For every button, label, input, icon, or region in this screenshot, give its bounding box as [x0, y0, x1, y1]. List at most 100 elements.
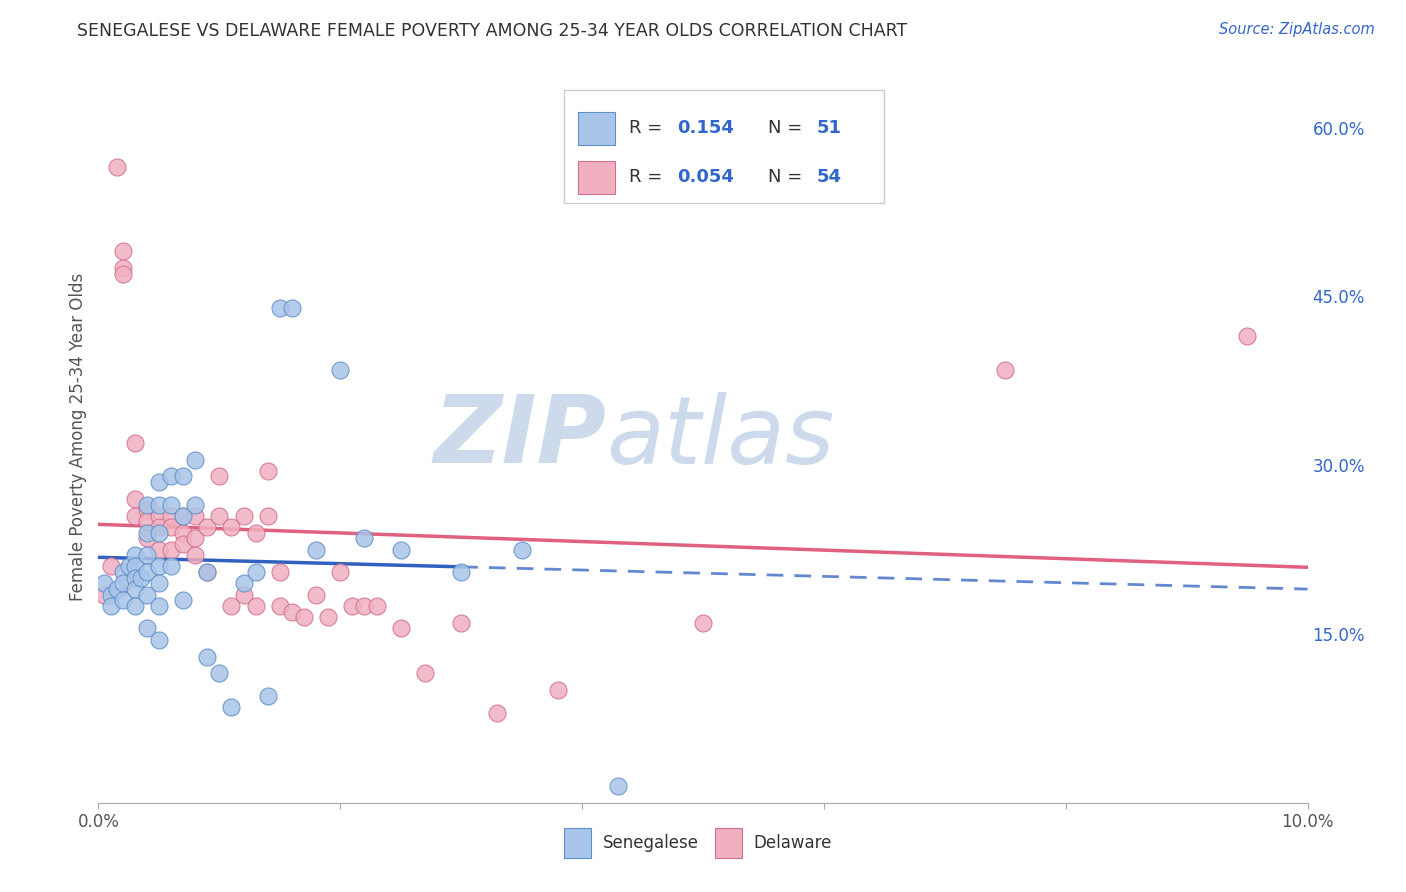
Point: [281, 605, 304, 619]
Text: atlas: atlas: [606, 392, 835, 483]
Point: [413, 666, 436, 681]
Point: [124, 491, 146, 506]
Point: [245, 525, 267, 540]
Point: [148, 525, 170, 540]
Point: [450, 615, 472, 630]
Point: [366, 599, 388, 613]
Text: SENEGALESE VS DELAWARE FEMALE POVERTY AMONG 25-34 YEAR OLDS CORRELATION CHART: SENEGALESE VS DELAWARE FEMALE POVERTY AM…: [77, 22, 908, 40]
Point: [124, 571, 146, 585]
Point: [184, 548, 207, 562]
Point: [148, 632, 170, 647]
Point: [305, 588, 328, 602]
Point: [148, 520, 170, 534]
Point: [111, 576, 134, 591]
Point: [232, 508, 254, 523]
Point: [184, 452, 207, 467]
Point: [105, 160, 128, 174]
Point: [172, 593, 194, 607]
Text: 54: 54: [817, 169, 842, 186]
Point: [148, 498, 170, 512]
Point: [232, 576, 254, 591]
Point: [160, 469, 183, 483]
Point: [292, 610, 315, 624]
Point: [148, 599, 170, 613]
Point: [129, 571, 152, 585]
Point: [232, 588, 254, 602]
Text: 51: 51: [817, 119, 842, 136]
Text: 0.154: 0.154: [678, 119, 734, 136]
Point: [607, 779, 630, 793]
Point: [208, 508, 231, 523]
Point: [111, 244, 134, 259]
Point: [111, 261, 134, 276]
Text: N =: N =: [768, 169, 808, 186]
Point: [148, 475, 170, 489]
Point: [245, 599, 267, 613]
Point: [100, 599, 122, 613]
Point: [994, 362, 1017, 376]
Point: [245, 565, 267, 579]
Point: [135, 498, 157, 512]
Point: [135, 588, 157, 602]
Point: [195, 649, 218, 664]
Point: [172, 469, 194, 483]
Point: [160, 542, 183, 557]
Point: [124, 559, 146, 574]
Text: 0.054: 0.054: [678, 169, 734, 186]
Point: [221, 700, 243, 714]
Point: [305, 542, 328, 557]
Text: ZIP: ZIP: [433, 391, 606, 483]
Point: [316, 610, 339, 624]
Point: [269, 301, 291, 315]
Point: [510, 542, 533, 557]
Point: [124, 582, 146, 596]
Point: [160, 508, 183, 523]
Point: [221, 599, 243, 613]
Point: [353, 532, 375, 546]
Point: [135, 548, 157, 562]
Point: [111, 565, 134, 579]
Point: [208, 666, 231, 681]
Point: [148, 559, 170, 574]
Point: [269, 599, 291, 613]
Point: [172, 537, 194, 551]
FancyBboxPatch shape: [716, 829, 742, 858]
Point: [148, 542, 170, 557]
Point: [148, 576, 170, 591]
Point: [221, 520, 243, 534]
Point: [135, 565, 157, 579]
Point: [124, 599, 146, 613]
FancyBboxPatch shape: [578, 112, 614, 145]
Point: [148, 508, 170, 523]
Point: [93, 588, 115, 602]
Text: N =: N =: [768, 119, 808, 136]
Point: [135, 515, 157, 529]
Point: [389, 621, 412, 635]
Point: [389, 542, 412, 557]
FancyBboxPatch shape: [578, 161, 614, 194]
Point: [1236, 328, 1258, 343]
Point: [195, 565, 218, 579]
Point: [256, 464, 278, 478]
Point: [100, 588, 122, 602]
Point: [135, 532, 157, 546]
Point: [329, 565, 352, 579]
Point: [329, 362, 352, 376]
Point: [160, 498, 183, 512]
Point: [195, 520, 218, 534]
Point: [195, 565, 218, 579]
Point: [281, 301, 304, 315]
Text: R =: R =: [630, 169, 668, 186]
FancyBboxPatch shape: [564, 829, 591, 858]
FancyBboxPatch shape: [564, 90, 884, 203]
Point: [184, 508, 207, 523]
Point: [100, 559, 122, 574]
Point: [342, 599, 364, 613]
Point: [105, 582, 128, 596]
Point: [124, 548, 146, 562]
Point: [172, 508, 194, 523]
Point: [184, 532, 207, 546]
Point: [208, 469, 231, 483]
Point: [269, 565, 291, 579]
Point: [93, 576, 115, 591]
